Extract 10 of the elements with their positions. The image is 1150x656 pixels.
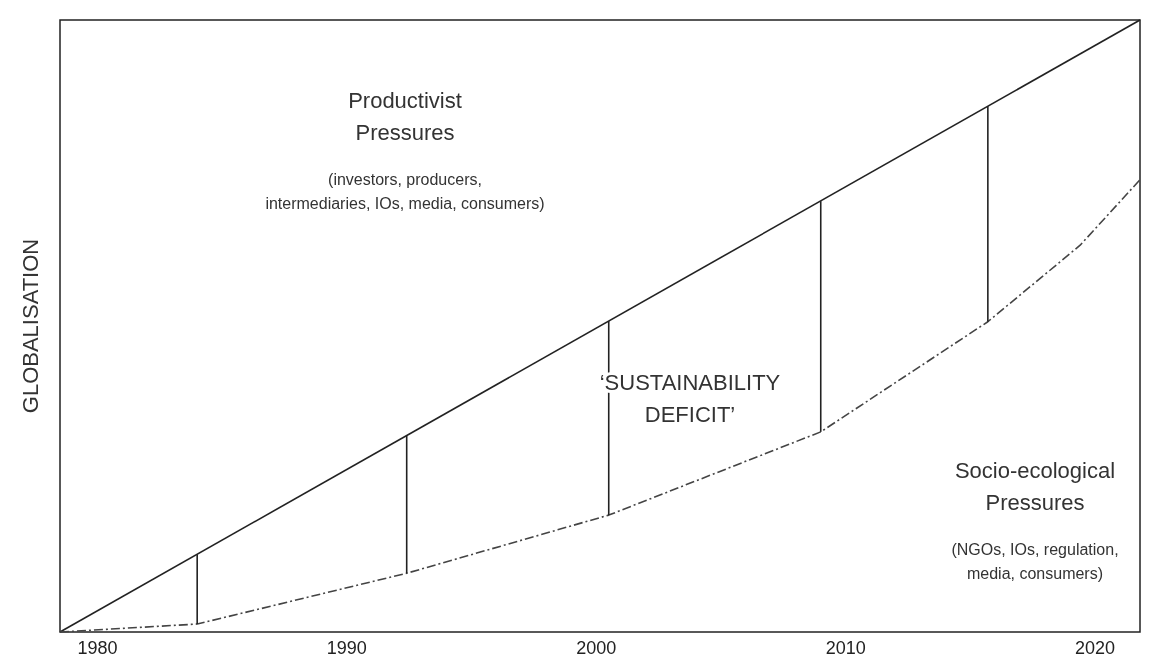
x-tick-label: 2020 bbox=[1075, 638, 1116, 656]
x-tick-label: 2010 bbox=[825, 638, 866, 656]
x-tick-label: 1980 bbox=[77, 638, 118, 656]
x-tick-label: 2000 bbox=[576, 638, 617, 656]
annotation: (NGOs, IOs, regulation, media, consumers) bbox=[951, 541, 1119, 582]
y-axis-title: GLOBALISATION bbox=[18, 238, 43, 414]
x-tick-label: 1990 bbox=[326, 638, 367, 656]
annotation: Socio-ecological Pressures bbox=[954, 458, 1116, 515]
annotation: Productivist Pressures bbox=[348, 88, 462, 145]
annotation: (investors, producers, intermediaries, IOs, media, consumers) bbox=[265, 171, 545, 212]
